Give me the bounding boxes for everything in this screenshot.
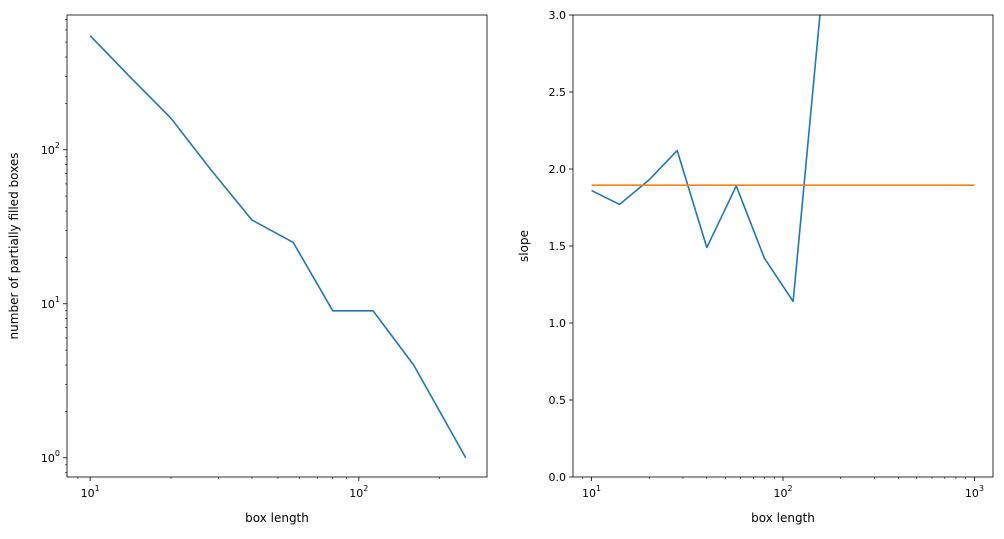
y-tick-label: 2.5 [549, 86, 567, 99]
series-line-0 [89, 35, 467, 459]
y-axis-label: number of partially filled boxes [7, 153, 21, 340]
series-line-0 [591, 15, 821, 303]
x-tick-label: 102 [773, 484, 792, 500]
y-tick-label: 1.5 [549, 240, 567, 253]
y-tick-label: 1.0 [549, 317, 567, 330]
x-tick-label: 101 [582, 484, 601, 500]
y-tick-label: 101 [41, 295, 60, 311]
x-tick-label: 103 [965, 484, 984, 500]
y-tick-label: 2.0 [549, 163, 567, 176]
x-axis-label: box length [245, 511, 309, 525]
left-panel: 101 102 100 101 102 box length number of parti… [7, 14, 488, 525]
x-tick-label: 101 [81, 484, 100, 500]
x-axis-label: box length [751, 511, 815, 525]
y-axis-label: slope [517, 230, 531, 262]
y-tick-label: 0.0 [549, 471, 567, 484]
y-tick-label: 100 [41, 449, 60, 465]
right-panel: 101 102 103 0.0 0.5 1.0 1.5 2.0 2.5 3.0 box length… [517, 9, 994, 525]
x-tick-label: 102 [349, 484, 368, 500]
y-tick-label: 3.0 [549, 9, 567, 22]
axes-frame [66, 14, 488, 478]
y-tick-label: 0.5 [549, 394, 567, 407]
axes-frame [572, 14, 994, 478]
y-tick-label: 102 [41, 141, 60, 157]
